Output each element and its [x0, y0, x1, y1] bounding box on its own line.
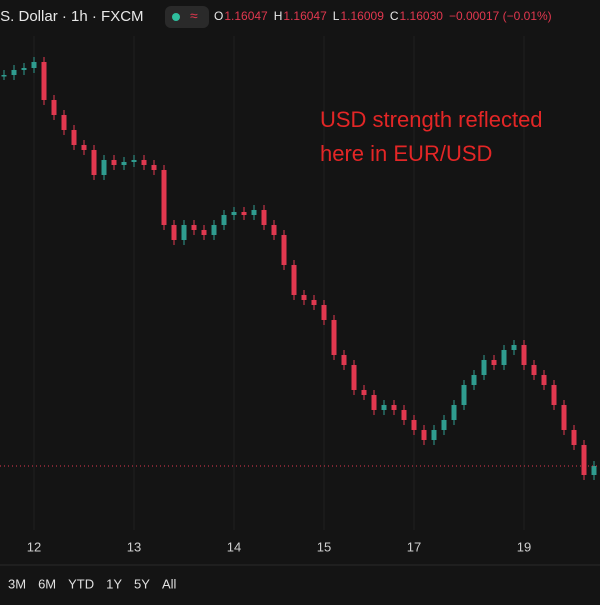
candle [411, 420, 417, 430]
candle [511, 345, 517, 350]
candle [251, 210, 257, 215]
candle [481, 360, 487, 375]
plot: 12 13 14 15 17 19 [0, 36, 600, 554]
ohlc-value: 1.16009 [340, 9, 384, 23]
candle [241, 212, 247, 215]
candle [231, 212, 237, 215]
candle [41, 62, 47, 100]
status-pill [165, 6, 209, 28]
candle [81, 145, 87, 150]
range-button[interactable]: 6M [38, 576, 56, 591]
candle [451, 405, 457, 420]
candle [321, 305, 327, 320]
annotation: here in EUR/USD [320, 141, 492, 166]
candle [91, 150, 97, 175]
candle [171, 225, 177, 240]
candle [341, 355, 347, 365]
candle [301, 295, 307, 300]
x-tick-label: 19 [517, 539, 531, 554]
ohlc: O 1.16047 H 1.16047 L 1.16009 C 1.16030 [214, 9, 443, 23]
symbol: .S. Dollar · 1h · FXCM [0, 8, 144, 25]
x-tick-label: 13 [127, 539, 141, 554]
candle [291, 265, 297, 295]
candle [571, 430, 577, 445]
candle [51, 100, 57, 115]
candle [71, 130, 77, 145]
candle [111, 160, 117, 165]
candle [1, 75, 7, 77]
change: −0.00017 (−0.01%) [449, 9, 552, 23]
candle [311, 300, 317, 305]
candle [201, 230, 207, 235]
range-button[interactable]: YTD [68, 576, 94, 591]
status-dot [172, 13, 180, 21]
candle [161, 170, 167, 225]
candle [211, 225, 217, 235]
candle [381, 405, 387, 410]
candle [11, 70, 17, 75]
candle [491, 360, 497, 365]
range-button[interactable]: 3M [8, 576, 26, 591]
candle [21, 68, 27, 70]
x-tick-label: 15 [317, 539, 331, 554]
candle [401, 410, 407, 420]
candle [181, 225, 187, 240]
range-button[interactable]: 5Y [134, 576, 150, 591]
candle [561, 405, 567, 430]
candle [101, 160, 107, 175]
x-tick-label: 14 [227, 539, 241, 554]
candle [361, 390, 367, 395]
ohlc-value: 1.16047 [283, 9, 327, 23]
candle [501, 350, 507, 365]
candle [591, 466, 597, 475]
range-button[interactable]: All [162, 576, 177, 591]
candle [461, 385, 467, 405]
ohlc-value: 1.16030 [400, 9, 444, 23]
candle [61, 115, 67, 130]
candle [271, 225, 277, 235]
candle [151, 165, 157, 170]
x-tick-label: 12 [27, 539, 41, 554]
candle [581, 445, 587, 475]
candle [351, 365, 357, 390]
candle [261, 210, 267, 225]
range-button[interactable]: 1Y [106, 576, 122, 591]
candle [371, 395, 377, 410]
ohlc-label: O [214, 9, 223, 23]
ohlc-value: 1.16047 [224, 9, 268, 23]
candle [191, 225, 197, 230]
candle [541, 375, 547, 385]
candle [331, 320, 337, 355]
ohlc-label: C [390, 9, 399, 23]
candle [141, 160, 147, 165]
status-icon: ≈ [190, 8, 198, 24]
candle [531, 365, 537, 375]
candle [431, 430, 437, 440]
candle [281, 235, 287, 265]
candle [121, 162, 127, 165]
candle [471, 375, 477, 385]
x-tick-label: 17 [407, 539, 421, 554]
ohlc-label: L [333, 9, 340, 23]
candle [551, 385, 557, 405]
candle [391, 405, 397, 410]
candle [131, 160, 137, 162]
annotation: USD strength reflected [320, 107, 543, 132]
candle [521, 345, 527, 365]
ohlc-label: H [274, 9, 283, 23]
candle [31, 62, 37, 68]
candle [441, 420, 447, 430]
candle [221, 215, 227, 225]
candle [421, 430, 427, 440]
